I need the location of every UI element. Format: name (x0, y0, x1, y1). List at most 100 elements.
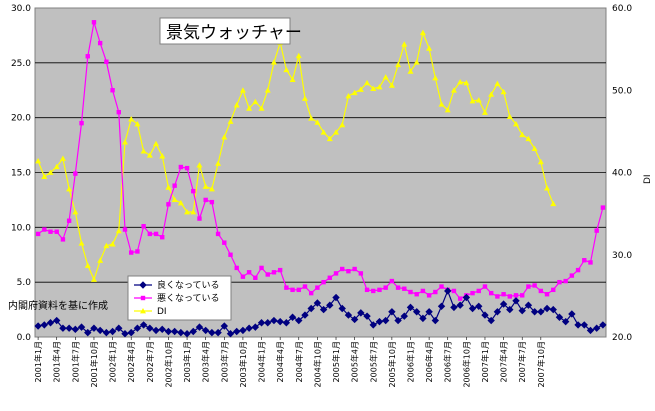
data-point (153, 231, 159, 237)
chart-title: 景気ウォッチャー (166, 23, 302, 43)
data-point (34, 322, 42, 330)
data-point (499, 300, 508, 308)
data-point (433, 289, 438, 295)
data-point (487, 316, 495, 325)
data-point (190, 208, 197, 215)
data-point (388, 82, 395, 88)
data-point (549, 305, 557, 314)
data-point (419, 29, 426, 36)
data-point (383, 285, 388, 290)
data-point (115, 324, 123, 332)
data-point (338, 304, 346, 313)
data-point (270, 316, 278, 325)
data-point (518, 306, 526, 315)
data-point (493, 308, 502, 316)
y-right-tick-label: 30.0 (612, 251, 632, 261)
data-point (172, 183, 177, 188)
data-point (346, 269, 351, 274)
data-point (226, 330, 235, 338)
data-point (561, 317, 570, 326)
data-point (301, 311, 309, 319)
data-point (289, 76, 296, 82)
data-point (468, 304, 477, 313)
data-point (574, 321, 582, 329)
data-point (41, 173, 48, 180)
data-point (525, 135, 532, 142)
data-point (519, 131, 526, 138)
data-point (147, 231, 153, 237)
data-point (35, 231, 41, 237)
data-point (377, 287, 382, 293)
data-point (482, 284, 488, 289)
data-point (66, 185, 73, 192)
data-point (395, 61, 402, 68)
data-point (184, 208, 191, 215)
data-point (215, 231, 221, 237)
data-point (72, 208, 79, 215)
data-point (196, 162, 203, 168)
data-point (431, 316, 440, 325)
data-point (135, 249, 140, 254)
data-point (54, 229, 59, 234)
x-tick-label: 2004年10月 (312, 341, 322, 388)
data-point (59, 324, 67, 332)
data-point (320, 129, 327, 135)
data-point (77, 323, 86, 331)
data-point (315, 285, 320, 290)
data-point (121, 330, 129, 338)
data-point (302, 284, 308, 289)
data-point (537, 308, 545, 316)
data-point (401, 41, 408, 47)
data-point (580, 321, 588, 329)
data-point (426, 45, 433, 51)
data-point (544, 185, 551, 191)
data-point (406, 303, 415, 312)
data-point (444, 287, 452, 295)
legend-marker (140, 295, 146, 301)
data-point (395, 285, 401, 290)
x-tick-label: 2006年1月 (405, 341, 415, 382)
data-point (414, 292, 419, 297)
data-point (358, 271, 364, 276)
data-point (240, 274, 246, 279)
data-point (170, 327, 179, 336)
data-point (543, 304, 551, 313)
chart-title-box: 景気ウォッチャー (159, 17, 302, 45)
legend-label: DI (157, 307, 167, 317)
data-point (326, 301, 334, 309)
x-tick-label: 2003年10月 (238, 341, 248, 388)
data-point (507, 294, 512, 299)
data-point (313, 299, 322, 307)
data-point (140, 148, 147, 154)
data-point (139, 321, 148, 329)
x-tick-label: 2003年7月 (219, 341, 229, 382)
data-point (513, 293, 519, 298)
data-point (84, 262, 91, 268)
data-point (246, 105, 253, 111)
y-axis-left: 0.0 5.0 10.0 15.0 20.0 25.0 30.0 (11, 4, 31, 343)
y-right-tick-label: 20.0 (612, 333, 632, 343)
data-point (364, 287, 370, 293)
legend-marker (139, 281, 147, 289)
data-point (550, 200, 557, 207)
data-point (160, 235, 165, 240)
y-left-tick-label: 20.0 (11, 114, 31, 124)
data-point (575, 267, 581, 273)
legend-label: 良くなっている (157, 279, 220, 291)
data-point (91, 20, 97, 25)
data-point (253, 275, 258, 280)
data-point (53, 316, 61, 325)
data-point (233, 327, 241, 336)
data-point (569, 273, 575, 278)
data-point (284, 285, 289, 290)
data-point (407, 68, 414, 74)
data-point (85, 54, 90, 59)
data-point (288, 313, 297, 321)
data-point (520, 293, 525, 298)
data-point (71, 325, 80, 334)
data-point (382, 74, 389, 80)
data-point (66, 218, 72, 223)
data-point (400, 312, 408, 320)
data-point (494, 80, 501, 87)
data-point (413, 59, 420, 65)
